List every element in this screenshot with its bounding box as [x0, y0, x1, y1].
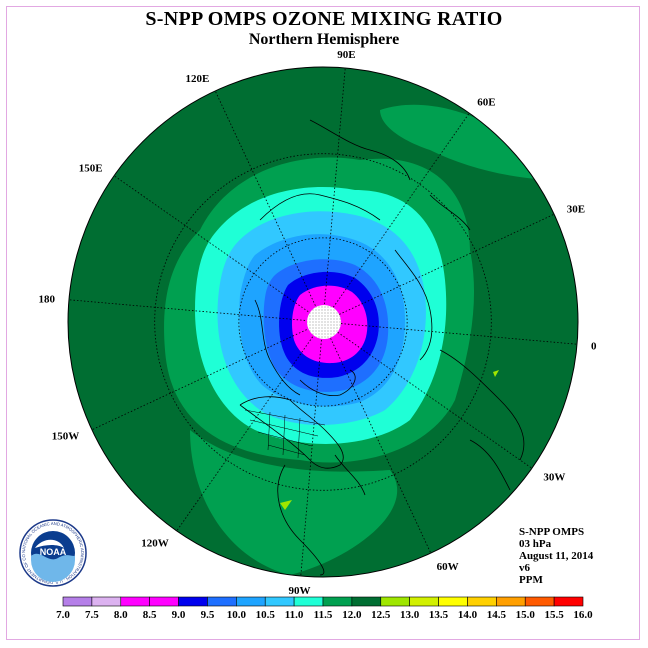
longitude-label: 120E: [185, 73, 209, 85]
meridian-line: [337, 331, 533, 469]
colorbar-label: 8.5: [143, 609, 157, 621]
graticule: [68, 67, 578, 577]
colorbar-swatch: [236, 596, 266, 607]
longitude-label: 60W: [437, 561, 459, 573]
colorbar-swatch: [264, 596, 295, 607]
longitude-labels: 90E 60E 30E 0 30W 60W 90W 120W 150W 180 150E 120E: [39, 49, 597, 597]
colorbar-label: 11.0: [285, 609, 304, 621]
colorbar-label: 10.0: [227, 609, 247, 621]
colorbar-swatch: [524, 596, 555, 607]
longitude-label: 30E: [567, 203, 585, 215]
colorbar-swatch: [293, 596, 324, 607]
colorbar-label: 8.0: [114, 609, 128, 621]
longitude-label: 60E: [477, 97, 495, 109]
colorbar-label: 9.5: [201, 609, 215, 621]
meridian-line: [113, 175, 309, 313]
colorbar-label: 10.5: [256, 609, 276, 621]
map-border: [67, 66, 579, 578]
polar-no-data-stipple: [307, 305, 341, 339]
meridian-line: [176, 336, 314, 532]
colorbar-swatch: [322, 596, 353, 607]
colorbar: [62, 596, 584, 607]
colorbar-label: 12.0: [342, 609, 362, 621]
map-title: S-NPP OMPS OZONE MIXING RATIO: [145, 8, 503, 30]
colorbar-swatch: [409, 596, 439, 607]
meridian-line: [330, 338, 432, 554]
figure-frame: [6, 6, 640, 640]
latitude-circle: [238, 237, 408, 407]
colorbar-swatch: [62, 596, 93, 607]
colorbar-label: 11.5: [314, 609, 333, 621]
info-units: PPM: [519, 574, 543, 586]
contour-11-0-ne: [380, 104, 560, 180]
info-date: August 11, 2014: [519, 550, 594, 562]
colorbar-label: 7.0: [56, 609, 70, 621]
map-subtitle: Northern Hemisphere: [248, 31, 400, 48]
contour-11-0-s: [190, 430, 398, 575]
colorbar-swatch: [351, 596, 382, 607]
colorbar-swatch: [467, 596, 497, 607]
colorbar-swatch: [380, 596, 410, 607]
coastlines: [239, 119, 525, 576]
logo-wordmark: NOAA: [40, 547, 67, 557]
colorbar-label: 16.0: [573, 609, 593, 621]
meridian-line: [91, 329, 307, 431]
meridian-line: [300, 339, 322, 577]
colorbar-label: 13.0: [400, 609, 420, 621]
political-borders: [244, 409, 326, 459]
colorbar-label: 14.0: [458, 609, 478, 621]
colorbar-swatch: [438, 596, 468, 607]
longitude-label: 0: [591, 340, 597, 352]
colorbar-label: 9.0: [172, 609, 186, 621]
meridian-line: [340, 323, 578, 345]
latitude-circle: [154, 153, 492, 491]
noaa-logo: NATIONAL OCEANIC AND ATMOSPHERIC ADMINIS…: [18, 518, 87, 587]
meridian-line: [332, 112, 470, 308]
longitude-label: 90E: [337, 49, 355, 61]
colorbar-label: 15.5: [544, 609, 564, 621]
meridian-line: [214, 90, 316, 306]
ozone-contours: [164, 104, 560, 576]
colorbar-label: 12.5: [371, 609, 391, 621]
longitude-label: 150W: [52, 431, 80, 443]
colorbar-swatch: [553, 596, 584, 607]
colorbar-label: 15.0: [516, 609, 536, 621]
colorbar-label: 13.5: [429, 609, 449, 621]
longitude-label: 90W: [289, 585, 311, 597]
info-level: 03 hPa: [519, 538, 552, 550]
meridian-line: [324, 67, 346, 305]
contour-12-5-spot-east: [493, 370, 499, 377]
longitude-label: 30W: [543, 471, 565, 483]
colorbar-label: 7.5: [85, 609, 99, 621]
info-version: v6: [519, 562, 530, 574]
colorbar-swatch: [120, 596, 150, 607]
colorbar-swatch: [178, 596, 208, 607]
colorbar-swatch: [207, 596, 237, 607]
colorbar-swatch: [91, 596, 122, 607]
contour-12-5-spot-south: [280, 500, 292, 510]
colorbar-labels: 7.0 7.5 8.0 8.5 9.0 9.5 10.0 10.5 11.0 11.5 12.0 12…: [56, 609, 593, 621]
longitude-label: 150E: [79, 163, 103, 175]
colorbar-swatch: [496, 596, 526, 607]
meridian-line: [68, 299, 306, 321]
info-instrument: S-NPP OMPS: [519, 526, 585, 538]
longitude-label: 180: [39, 294, 56, 306]
longitude-label: 120W: [141, 537, 169, 549]
colorbar-swatch: [149, 596, 179, 607]
meridian-line: [339, 213, 555, 315]
colorbar-label: 14.5: [487, 609, 507, 621]
